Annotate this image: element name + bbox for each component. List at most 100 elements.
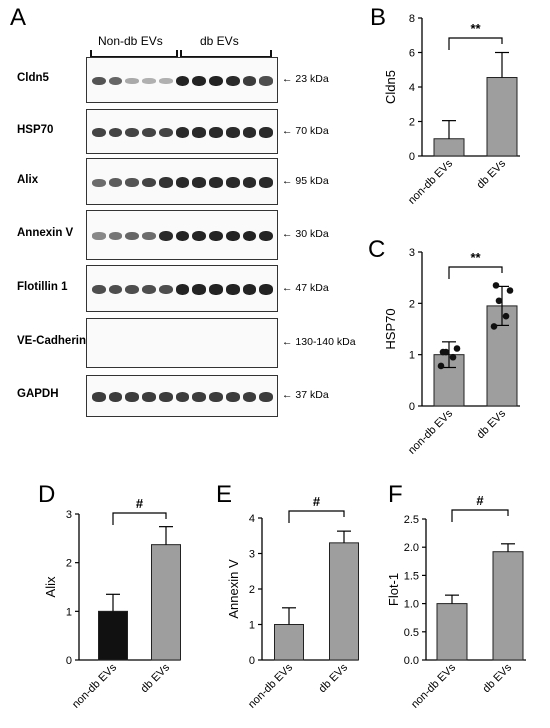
data-point <box>449 353 457 361</box>
y-tick-label: 8 <box>409 13 415 25</box>
blot-band <box>242 392 257 402</box>
y-tick-label: 2 <box>249 584 255 596</box>
y-tick-label: 1 <box>66 606 72 618</box>
significance-bracket <box>448 37 503 50</box>
blot-band <box>142 284 156 295</box>
x-tick-label: db EVs <box>475 407 509 441</box>
blot-band <box>142 78 156 84</box>
significance-bracket <box>448 266 503 279</box>
x-tick-label: non-db EVs <box>406 407 455 456</box>
panel-letter-f: F <box>388 481 403 508</box>
blot-band <box>175 127 190 138</box>
blot-band <box>158 284 173 295</box>
blot-image-0 <box>86 57 278 103</box>
blot-band <box>108 178 123 187</box>
blot-image-3 <box>86 210 278 260</box>
blot-band <box>192 230 207 242</box>
arrow-left-icon: ← <box>282 336 296 348</box>
y-tick-label: 1 <box>409 350 415 362</box>
blot-band <box>158 127 173 138</box>
y-tick-label: 0 <box>66 655 72 667</box>
blot-label-1: HSP70 <box>17 123 54 136</box>
blot-band <box>259 177 273 188</box>
y-tick-label: 3 <box>409 247 415 259</box>
blot-band <box>209 392 223 402</box>
blot-band <box>108 76 123 86</box>
panel-letter-a: A <box>10 4 27 31</box>
blot-label-4: Flotillin 1 <box>17 280 68 293</box>
kda-label: 95 kDa <box>295 174 329 187</box>
bar <box>151 544 181 661</box>
y-tick-label: 4 <box>249 513 255 525</box>
y-axis-title: Flot-1 <box>386 573 401 606</box>
y-axis-title: Cldn5 <box>383 70 398 104</box>
blot-band <box>125 392 140 402</box>
panel-letter-c: C <box>368 236 386 263</box>
significance-bracket <box>288 510 345 523</box>
x-tick-label: db EVs <box>475 157 509 191</box>
kda-marker-3: ← 30 kDa <box>282 228 329 240</box>
blot-band <box>259 392 273 402</box>
blot-band <box>175 284 190 295</box>
blot-image-1 <box>86 109 278 154</box>
data-point <box>492 282 500 289</box>
blot-band <box>158 392 173 402</box>
bar <box>436 603 468 661</box>
blot-band <box>158 230 173 242</box>
x-tick-label: db EVs <box>481 661 515 695</box>
significance-label: # <box>136 496 144 511</box>
data-point <box>490 323 498 330</box>
blot-band <box>242 230 257 242</box>
arrow-left-icon: ← <box>282 73 296 85</box>
blot-label-5: VE-Cadherin <box>17 335 87 347</box>
group-label-non-db: Non-db EVs <box>98 34 163 48</box>
kda-label: 70 kDa <box>295 124 329 137</box>
arrow-left-icon: ← <box>282 389 296 401</box>
blot-band <box>92 76 106 86</box>
blot-band <box>225 177 240 188</box>
kda-label: 47 kDa <box>295 281 329 294</box>
blot-band <box>175 230 190 242</box>
blot-band <box>242 127 257 138</box>
bar <box>274 624 304 661</box>
blot-band <box>92 284 106 295</box>
data-point <box>502 312 510 320</box>
y-tick-label: 0 <box>409 401 415 413</box>
data-point <box>495 297 503 305</box>
significance-label: # <box>476 493 484 508</box>
blot-band <box>192 284 207 295</box>
chart-cldn5: 0 2 4 6 8 Cldn5 non-db EVs db EVs ** <box>383 13 520 207</box>
significance-label: ** <box>470 21 481 36</box>
blot-image-2 <box>86 158 278 205</box>
x-tick-label: db EVs <box>317 661 351 695</box>
y-tick-label: 2 <box>409 298 415 310</box>
panel-letter-b: B <box>370 4 387 31</box>
blot-band <box>209 75 223 87</box>
data-point <box>506 287 514 294</box>
y-tick-label: 2 <box>409 117 415 129</box>
blot-band <box>192 177 207 188</box>
blot-band <box>158 78 173 84</box>
blot-band <box>108 284 123 295</box>
blot-band <box>192 127 207 138</box>
y-tick-label: 2.0 <box>404 542 419 554</box>
blot-band <box>259 76 273 86</box>
kda-marker-5: ← 130-140 kDa <box>282 336 356 348</box>
kda-marker-2: ← 95 kDa <box>282 175 329 187</box>
blot-band <box>108 392 123 402</box>
blot-band <box>125 284 140 295</box>
blot-band <box>175 392 190 402</box>
blot-band <box>92 127 106 138</box>
blot-image-6 <box>86 375 278 417</box>
y-tick-label: 6 <box>409 48 415 60</box>
blot-band <box>192 392 207 402</box>
blot-band <box>175 75 190 87</box>
blot-band <box>209 284 223 295</box>
blot-band <box>225 284 240 295</box>
chart-hsp70: 0 1 2 3 HSP70 non-db EVs db EVs ** <box>383 247 520 457</box>
blot-band <box>259 284 273 295</box>
group-label-db: db EVs <box>200 34 239 48</box>
blot-band <box>242 76 257 86</box>
bar <box>98 610 128 661</box>
significance-label: # <box>313 494 321 509</box>
